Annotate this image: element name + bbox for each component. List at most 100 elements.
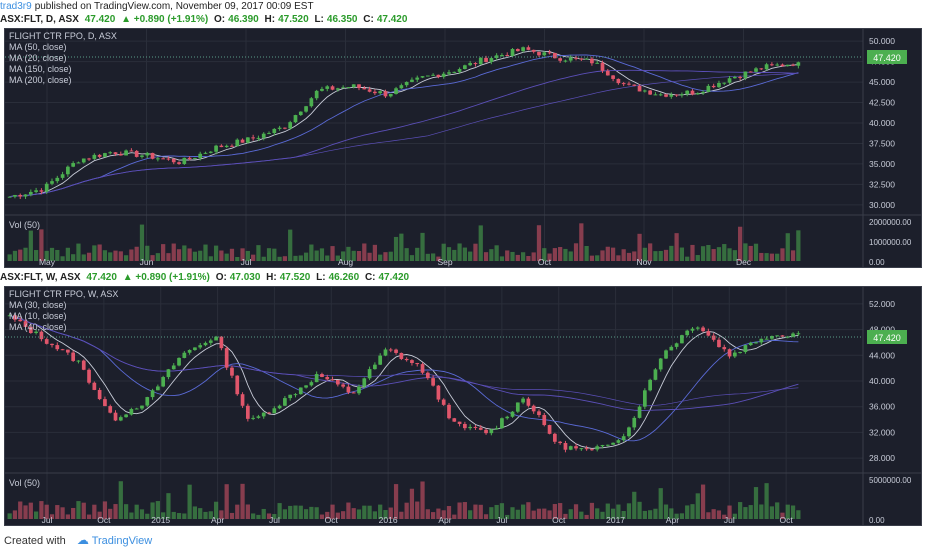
volume-bar	[229, 248, 235, 261]
candle-body	[473, 426, 478, 428]
candle-body	[81, 360, 86, 370]
volume-bar	[595, 508, 600, 519]
candle-body	[796, 62, 801, 66]
weekly-chart-svg[interactable]: 52.000 48.000 44.000 40.000 36.000 32.000 28.0…	[5, 287, 921, 525]
volume-bar	[738, 502, 743, 519]
legend-ma20: MA (20, close)	[9, 53, 67, 63]
daily-chart-panel[interactable]: 50.00047.50045.00042.50040.00037.50035.0…	[4, 28, 922, 268]
volume-bar	[404, 248, 409, 261]
candle-body	[584, 58, 589, 60]
candle-body	[256, 137, 261, 139]
tradingview-brand-link[interactable]: TradingView	[91, 535, 153, 547]
candle-body	[66, 349, 70, 353]
weekly-chart-panel[interactable]: 52.000 48.000 44.000 40.000 36.000 32.000 28.0…	[4, 286, 922, 526]
candle-body	[272, 128, 277, 134]
volume-bar	[436, 508, 441, 519]
volume-bar	[176, 249, 182, 261]
volume-bar	[706, 512, 711, 519]
candle-body	[611, 75, 615, 79]
volume-bar	[579, 223, 584, 261]
volume-bar	[552, 248, 557, 261]
symbol-line: ASX:FLT, D, ASX	[0, 14, 79, 25]
volume-bar	[711, 249, 716, 261]
volume-bar	[558, 503, 563, 519]
x-tick-label: Oct	[325, 515, 339, 525]
candle-body	[320, 374, 324, 378]
volume-bar	[600, 250, 605, 261]
volume-bar	[648, 243, 653, 261]
volume-bar	[108, 508, 113, 519]
candle-body	[637, 406, 642, 418]
volume-bar	[748, 505, 753, 519]
moving-average-line	[9, 50, 799, 198]
volume-bar	[187, 484, 192, 519]
candle-body	[447, 72, 451, 74]
volume-bar	[674, 513, 679, 519]
y-tick-label: 50.000	[869, 36, 895, 46]
daily-chart-svg[interactable]: 50.00047.50045.00042.50040.00037.50035.0…	[5, 29, 921, 267]
candle-body	[542, 415, 547, 426]
x-tick-label: Dec	[736, 257, 752, 267]
candle-body	[156, 158, 160, 160]
candle-body	[775, 64, 780, 66]
author-link[interactable]: trad3r9	[0, 1, 32, 12]
y-tick-label: 35.000	[869, 159, 895, 169]
volume-bar	[605, 246, 610, 261]
candle-body	[579, 58, 584, 60]
x-tick-label: 2017	[606, 515, 625, 525]
volume-bar	[536, 225, 542, 261]
publish-line: trad3r9 published on TradingView.com, Nov…	[0, 0, 932, 14]
y-tick-label: 32.500	[869, 179, 895, 189]
candle-body	[685, 90, 690, 95]
candle-body	[171, 158, 176, 163]
x-tick-label: Jul	[724, 515, 735, 525]
candle-body	[674, 343, 679, 347]
candle-body	[642, 390, 647, 407]
candle-body	[28, 191, 33, 195]
candle-body	[542, 52, 547, 56]
volume-bar	[356, 250, 362, 261]
volume-bar	[123, 255, 129, 261]
volume-bar	[81, 502, 86, 519]
volume-bar	[277, 503, 282, 519]
candle-body	[60, 349, 65, 351]
candle-body	[526, 47, 531, 50]
volume-bar	[71, 254, 76, 261]
volume-bar	[526, 502, 531, 519]
volume-bar	[171, 511, 176, 519]
y-tick-label: 42.500	[869, 98, 895, 108]
weekly-high-value: 47.520	[279, 272, 311, 283]
y-tick-label: 32.000	[869, 427, 895, 437]
candle-body	[600, 62, 605, 71]
volume-bar	[145, 513, 150, 519]
candle-body	[494, 55, 499, 59]
candle-body	[722, 82, 727, 84]
volume-tick-label: 1000000.00	[869, 238, 912, 247]
volume-bar	[240, 483, 245, 519]
weekly-open-value: 47.030	[229, 272, 261, 283]
volume-bar	[161, 244, 166, 261]
candle-body	[425, 372, 430, 379]
candle-body	[240, 139, 245, 143]
candle-body	[653, 369, 658, 380]
volume-bar	[346, 246, 351, 261]
volume-bar	[303, 252, 309, 261]
candle-body	[129, 150, 134, 152]
candle-body	[680, 335, 684, 344]
candle-body	[18, 194, 23, 197]
weekly-price-change: ▲ +0.890 (+1.91%)	[122, 272, 210, 283]
candle-body	[785, 336, 790, 338]
candle-body	[309, 98, 314, 107]
volume-bar	[235, 504, 240, 519]
volume-bar	[727, 248, 732, 261]
candle-body	[13, 315, 17, 320]
volume-bar	[658, 488, 663, 519]
volume-bar	[690, 244, 695, 261]
weekly-open-label: O:	[215, 272, 227, 283]
candle-body	[198, 345, 203, 348]
volume-bar	[192, 506, 198, 519]
volume-bar	[229, 512, 235, 519]
volume-bar	[235, 256, 240, 261]
candle-body	[553, 52, 557, 59]
candle-body	[261, 412, 266, 417]
